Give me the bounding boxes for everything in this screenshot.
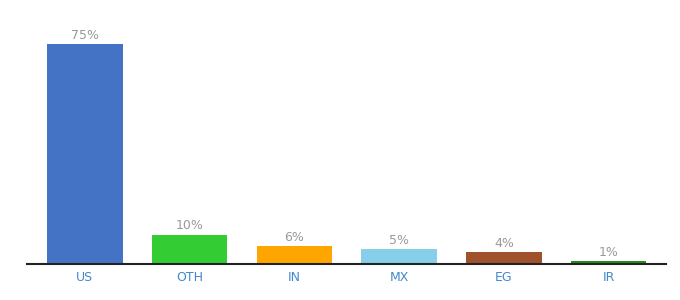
Text: 10%: 10%: [175, 219, 203, 232]
Text: 4%: 4%: [494, 237, 514, 250]
Bar: [362, 249, 437, 264]
Text: 6%: 6%: [284, 231, 305, 244]
Bar: [152, 235, 227, 264]
Bar: [47, 44, 122, 264]
Bar: [571, 261, 647, 264]
Text: 1%: 1%: [599, 246, 619, 259]
Bar: [466, 252, 542, 264]
Text: 5%: 5%: [389, 234, 409, 247]
Bar: [256, 246, 332, 264]
Text: 75%: 75%: [71, 29, 99, 42]
